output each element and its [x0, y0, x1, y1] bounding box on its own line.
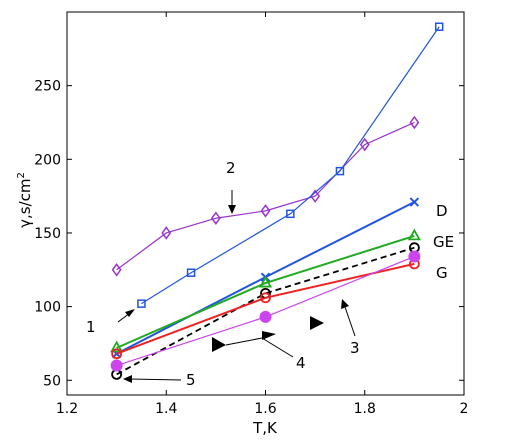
- annotation-arrowhead-4c: [262, 331, 276, 340]
- annotation-arrowhead-1: [125, 309, 135, 317]
- y-tick-label: 100: [34, 300, 61, 316]
- data-point-magenta-diamonds: [409, 115, 420, 130]
- annotation-label-5: 5: [186, 371, 196, 389]
- annotation-label-2: 2: [226, 159, 236, 177]
- x-tick-label: 1.6: [254, 401, 276, 417]
- series-layer: [110, 22, 444, 380]
- data-point-magenta-diamonds: [210, 211, 221, 226]
- x-tick-label: 1.8: [354, 401, 376, 417]
- y-axis-label-superscript: 2: [16, 172, 27, 178]
- data-point-magenta-diamonds: [359, 137, 370, 152]
- series-line-ge: [116, 234, 415, 349]
- annotation-arrow-3: [344, 306, 356, 337]
- series-label-D: D: [436, 202, 448, 220]
- data-point-g: [111, 348, 123, 360]
- annotation-arrowhead-4b: [310, 316, 324, 330]
- series-line-magenta-diamonds: [116, 121, 415, 271]
- annotation-arrowhead-2: [228, 205, 236, 214]
- y-axis-label: γ,s/cm2: [16, 172, 34, 228]
- data-point-ge: [258, 275, 273, 288]
- x-tick-label: 1.4: [155, 401, 177, 417]
- data-point-magenta-diamonds: [161, 226, 172, 240]
- annotation-layer: 1 2 3 4 5 D GE G: [86, 159, 454, 389]
- data-point-magenta-dots: [110, 359, 123, 372]
- data-point-magenta-diamonds: [111, 263, 122, 277]
- data-point-g: [260, 292, 271, 304]
- annotation-label-1: 1: [86, 318, 96, 336]
- data-point-blue-squares: [286, 209, 295, 219]
- annotation-arrowhead-5: [123, 375, 132, 383]
- annotation-arrowhead-4a: [212, 337, 226, 352]
- data-point-blue-squares: [434, 22, 444, 31]
- data-point-blue-squares: [137, 299, 146, 308]
- y-tick-label: 200: [34, 152, 61, 168]
- x-tick-label: 2: [460, 401, 469, 417]
- annotation-arrow-5: [129, 378, 182, 381]
- y-tick-label: 250: [34, 79, 61, 95]
- data-point-ge: [110, 340, 124, 353]
- x-axis-label: T,K: [252, 419, 278, 437]
- annotation-label-4: 4: [296, 354, 306, 372]
- series-label-G: G: [436, 264, 448, 282]
- series-label-GE: GE: [433, 233, 454, 251]
- data-point-blue-squares: [186, 268, 196, 277]
- series-line-g: [116, 262, 415, 355]
- y-tick-label: 150: [34, 226, 61, 242]
- data-point-magenta-dots: [408, 250, 421, 263]
- series-line-black-dashed: [116, 246, 415, 376]
- y-tick-label: 50: [43, 373, 61, 389]
- annotation-arrowhead-3: [341, 299, 349, 309]
- annotation-arrow-4: [261, 337, 294, 358]
- data-point-ge: [407, 228, 421, 241]
- data-point-d: [409, 197, 420, 207]
- annotation-link-4: [225, 337, 263, 346]
- data-point-magenta-dots: [259, 310, 272, 323]
- x-tick-label: 1.2: [56, 401, 78, 417]
- annotation-label-3: 3: [350, 339, 360, 357]
- y-axis-label-main: γ,s/cm: [16, 179, 34, 228]
- data-point-blue-squares: [335, 166, 345, 176]
- data-point-magenta-diamonds: [260, 204, 271, 218]
- series-line-blue-squares: [141, 26, 440, 305]
